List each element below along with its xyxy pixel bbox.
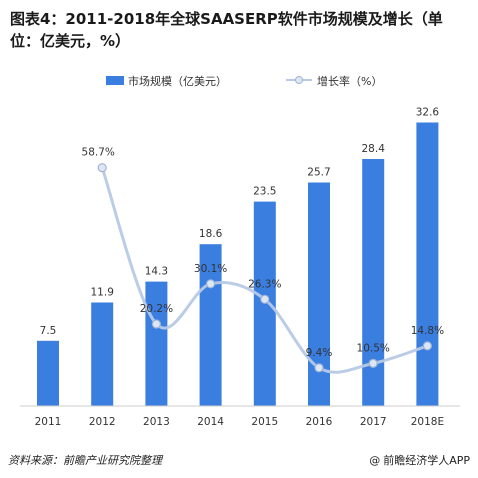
legend-bar-label: 市场规模（亿美元）	[128, 74, 227, 88]
x-tick-2016: 2016	[306, 416, 333, 428]
brand-name: 前瞻经济学人APP	[383, 454, 470, 467]
bar-2013	[145, 281, 168, 406]
bar-label-2015: 23.5	[253, 186, 276, 198]
bar-label-2011: 7.5	[40, 325, 57, 337]
bar-label-2014: 18.6	[199, 228, 223, 240]
growth-label-2013: 20.2%	[140, 303, 173, 315]
legend-line-label: 增长率（%）	[317, 74, 382, 88]
x-tick-2017: 2017	[360, 416, 387, 428]
growth-label-2015: 26.3%	[248, 278, 281, 290]
x-tick-2012: 2012	[89, 416, 116, 428]
growth-label-2012: 58.7%	[82, 147, 115, 159]
bar-2017	[362, 159, 385, 406]
bar-2011	[37, 340, 59, 406]
bar-label-2017: 28.4	[362, 143, 386, 155]
growth-point-2016	[314, 363, 324, 373]
growth-point-2015	[260, 294, 270, 304]
x-tick-2014: 2014	[197, 416, 224, 428]
source-note: 资料来源：前瞻产业研究院整理	[8, 454, 162, 467]
x-tick-2018E: 2018E	[411, 416, 444, 428]
growth-label-2014: 30.1%	[194, 263, 227, 275]
growth-point-2013	[151, 319, 161, 329]
bar-label-2016: 25.7	[307, 167, 330, 179]
bar-label-2018E: 32.6	[416, 107, 440, 119]
brand-credit: @ 前瞻经济学人APP	[369, 452, 470, 468]
x-axis-ticks: 2011 2012 2013 2014 2015 2016 2017 2018E	[35, 416, 444, 428]
growth-line-series: 58.7% 20.2% 30.1% 26.3% 9.4% 10.5% 14.8%	[82, 147, 444, 374]
footer: 资料来源：前瞻产业研究院整理 @ 前瞻经济学人APP	[8, 452, 470, 468]
x-tick-2011: 2011	[35, 416, 62, 428]
growth-label-2018E: 14.8%	[411, 325, 444, 337]
at-icon: @	[369, 453, 381, 467]
legend-bar-swatch	[106, 76, 124, 85]
x-tick-2015: 2015	[251, 416, 278, 428]
bar-label-2012: 11.9	[91, 287, 114, 299]
bar-value-labels: 7.5 11.9 14.3 18.6 23.5 25.7 28.4 32.6	[40, 107, 440, 337]
growth-point-2017	[368, 358, 378, 368]
bar-2016	[308, 182, 330, 406]
growth-point-2014	[206, 279, 216, 289]
growth-label-2017: 10.5%	[357, 342, 390, 354]
bar-label-2013: 14.3	[145, 266, 168, 278]
x-tick-2013: 2013	[143, 416, 170, 428]
bar-2014	[199, 244, 222, 406]
legend-line-marker	[295, 76, 303, 84]
growth-point-2018E	[422, 341, 432, 351]
bar-2012	[91, 302, 114, 406]
legend: 市场规模（亿美元） 增长率（%）	[106, 74, 382, 88]
growth-line	[100, 166, 429, 374]
bar-2018E	[416, 122, 439, 406]
growth-label-2016: 9.4%	[306, 347, 333, 359]
growth-point-2012	[97, 163, 107, 173]
chart-title: 图表4：2011-2018年全球SAASERP软件市场规模及增长（单位：亿美元，…	[10, 10, 443, 50]
